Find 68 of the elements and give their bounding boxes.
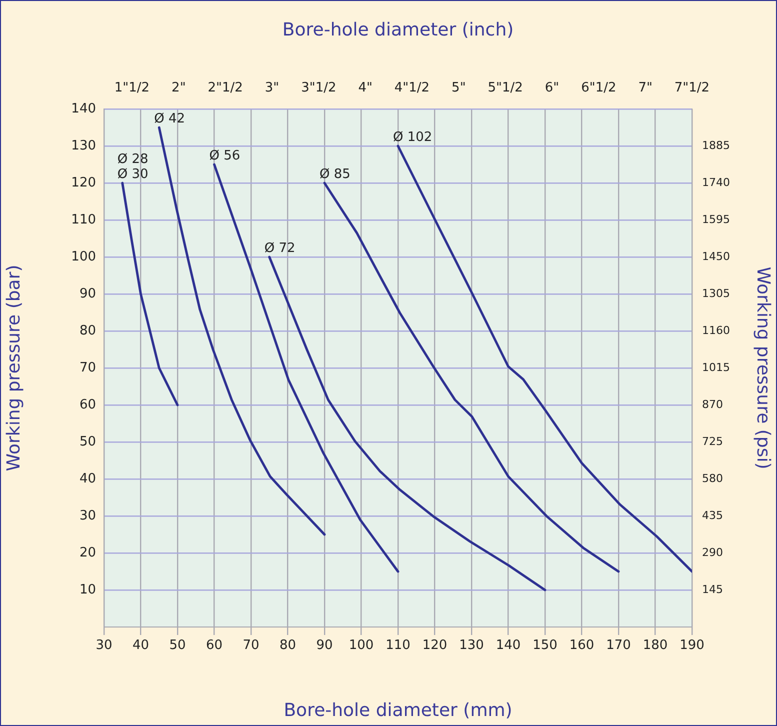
y2-tick-label: 1160: [702, 324, 730, 337]
x-tick-label: 190: [680, 638, 704, 654]
y2-tick-label: 1015: [702, 360, 730, 374]
x-tick-label: 80: [279, 638, 296, 654]
annotation: Ø 42: [154, 112, 186, 126]
annotation: Ø 102: [393, 130, 432, 145]
y-tick-label: 50: [79, 434, 96, 450]
x2-tick-label: 2": [172, 80, 186, 96]
x2-axis-title: Bore-hole diameter (inch): [282, 19, 514, 40]
x2-tick-label: 4": [358, 80, 372, 96]
x2-tick-label: 3": [264, 80, 280, 96]
y-tick-label: 140: [71, 101, 96, 116]
y-tick-label: 120: [71, 175, 96, 190]
x2-tick-label: 5"1/2: [488, 80, 523, 96]
annotation: Ø 85: [320, 167, 350, 182]
y2-tick-label: 580: [702, 472, 723, 485]
annotation: Ø 72: [264, 241, 296, 256]
y2-tick-label: 1740: [702, 176, 730, 189]
x2-tick-label: 6"1/2: [581, 80, 616, 96]
x2-tick-label: 5": [452, 80, 466, 96]
x2-tick-label: 4"1/2: [394, 80, 430, 96]
y2-tick-label: 870: [702, 398, 723, 411]
x-tick-label: 160: [569, 638, 594, 654]
x-tick-label: 100: [348, 638, 374, 654]
x-tick-label: 150: [532, 638, 558, 654]
x-tick-label: 70: [242, 638, 260, 654]
y2-tick-label: 1595: [702, 212, 730, 226]
annotation: Ø 30: [117, 167, 148, 182]
annotation: Ø 28: [117, 152, 148, 167]
y2-tick-label: 435: [702, 508, 723, 522]
y2-tick-label: 145: [702, 582, 723, 596]
x-axis-title: Bore-hole diameter (mm): [284, 700, 512, 721]
x-tick-label: 30: [96, 638, 112, 654]
x-tick-label: 110: [386, 638, 410, 654]
y-tick-label: 90: [79, 286, 96, 302]
y-tick-label: 30: [79, 508, 96, 524]
y-tick-label: 110: [71, 212, 96, 228]
x2-tick-label: 1"1/2: [114, 80, 150, 96]
y-tick-label: 70: [79, 360, 96, 376]
x-tick-label: 90: [316, 638, 333, 654]
y-tick-label: 10: [79, 582, 96, 598]
x2-tick-label: 2"1/2: [208, 80, 243, 96]
y2-tick-label: 725: [702, 434, 723, 448]
y-tick-label: 20: [79, 545, 96, 560]
x2-tick-label: 3"1/2: [301, 80, 336, 96]
y2-tick-label: 1450: [702, 250, 730, 263]
y-tick-label: 130: [71, 138, 96, 154]
y2-tick-label: 1305: [702, 286, 730, 300]
y2-tick-label: 290: [702, 546, 723, 559]
x2-tick-label: 6": [544, 80, 560, 96]
x-tick-label: 180: [642, 638, 668, 654]
y-axis-title: Working pressure (bar): [3, 264, 24, 472]
y-tick-label: 80: [79, 323, 96, 338]
x-tick-label: 140: [496, 638, 521, 654]
x-tick-label: 130: [459, 638, 484, 654]
x2-tick-label: 7": [638, 80, 652, 96]
y2-tick-label: 1885: [702, 138, 730, 152]
x-tick-label: 60: [206, 638, 223, 654]
x-tick-label: 50: [169, 638, 186, 654]
y-tick-label: 40: [79, 471, 96, 486]
y-tick-label: 100: [71, 249, 96, 264]
x-tick-label: 120: [422, 638, 448, 654]
x-tick-label: 170: [606, 638, 631, 654]
x2-tick-label: 7"1/2: [674, 80, 710, 96]
y2-axis-title: Working pressure (psi): [752, 266, 774, 470]
annotation: Ø 56: [209, 148, 240, 164]
x-tick-label: 40: [132, 638, 150, 654]
y-tick-label: 60: [79, 397, 96, 412]
